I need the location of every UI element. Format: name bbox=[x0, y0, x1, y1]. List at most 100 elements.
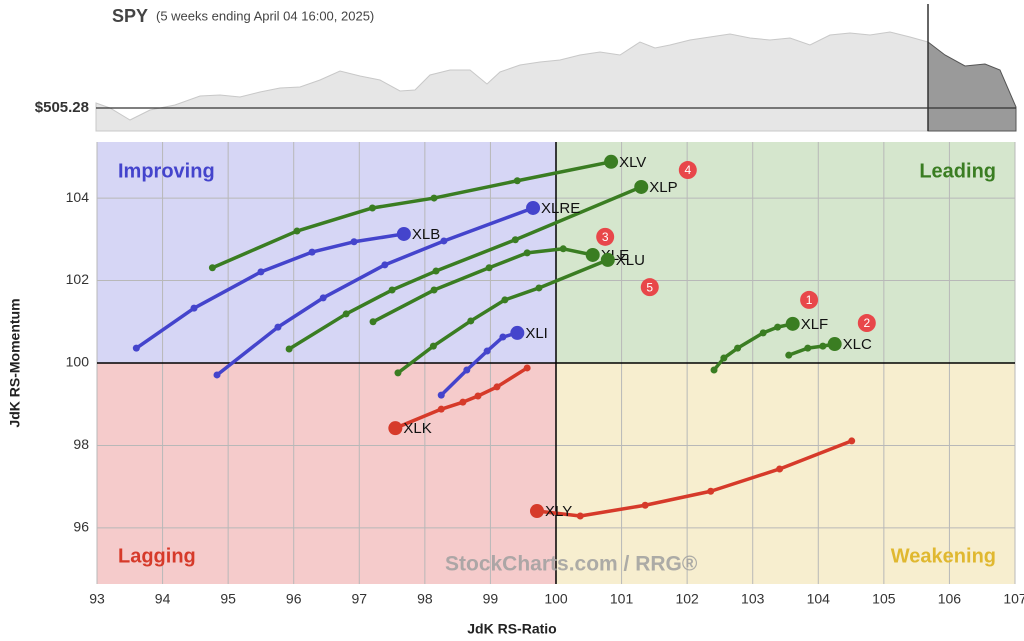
tail-line bbox=[215, 206, 535, 377]
tail-point bbox=[501, 296, 509, 304]
x-tick-label: 96 bbox=[286, 591, 302, 607]
series-label: XLC bbox=[843, 336, 872, 353]
tail-point bbox=[319, 294, 327, 302]
annotation-label: 5 bbox=[646, 280, 653, 294]
annotation-marker bbox=[857, 314, 876, 333]
quadrant-label: Leading bbox=[919, 160, 996, 182]
tail-point bbox=[720, 354, 728, 362]
x-tick-label: 97 bbox=[351, 591, 367, 607]
tail-point bbox=[308, 248, 316, 256]
tail-line bbox=[396, 258, 610, 375]
tail-point bbox=[707, 487, 715, 495]
y-tick-label: 96 bbox=[73, 519, 89, 535]
series-label: XLP bbox=[649, 179, 677, 196]
tail-point bbox=[213, 371, 221, 379]
tail-point bbox=[430, 286, 438, 294]
tail-point bbox=[523, 249, 531, 257]
x-tick-label: 105 bbox=[872, 591, 896, 607]
tail-point bbox=[429, 342, 437, 350]
tail-head bbox=[604, 154, 619, 169]
x-tick-label: 93 bbox=[89, 591, 105, 607]
price-area-recent bbox=[927, 40, 1017, 132]
tail-point bbox=[257, 268, 265, 276]
quadrant bbox=[556, 363, 1015, 584]
tail-point bbox=[368, 204, 376, 212]
annotation-label: 1 bbox=[806, 293, 813, 307]
price-panel: SPY (5 weeks ending April 04 16:00, 2025… bbox=[35, 4, 1017, 132]
tail-point bbox=[274, 323, 282, 331]
x-tick-label: 102 bbox=[675, 591, 699, 607]
x-tick-label: 101 bbox=[610, 591, 634, 607]
annotation-marker bbox=[678, 161, 697, 180]
quadrant-label: Weakening bbox=[891, 545, 996, 567]
tail-point bbox=[388, 286, 396, 294]
tail-point bbox=[293, 227, 301, 235]
series-label: XLI bbox=[525, 325, 548, 342]
price-label: $505.28 bbox=[35, 99, 89, 116]
tail-point bbox=[463, 366, 471, 374]
tail-point bbox=[576, 512, 584, 520]
tail-point bbox=[285, 345, 293, 353]
quadrant-label: Improving bbox=[118, 160, 215, 182]
series-label: XLV bbox=[619, 154, 646, 171]
x-tick-label: 104 bbox=[807, 591, 831, 607]
x-tick-label: 100 bbox=[544, 591, 568, 607]
tail-point bbox=[483, 347, 491, 355]
x-tick-label: 107 bbox=[1003, 591, 1024, 607]
tail-point bbox=[710, 366, 718, 374]
annotation-label: 2 bbox=[863, 316, 870, 330]
tail-point bbox=[785, 351, 793, 359]
tail-head bbox=[634, 179, 649, 194]
tail-head bbox=[529, 504, 544, 519]
series-label: XLK bbox=[403, 420, 431, 437]
x-tick-label: 106 bbox=[938, 591, 962, 607]
tail-point bbox=[523, 364, 531, 372]
tail-line bbox=[210, 160, 613, 270]
tail-point bbox=[819, 342, 827, 350]
tail-point bbox=[734, 344, 742, 352]
tail-point bbox=[511, 236, 519, 244]
tail-head bbox=[785, 316, 800, 331]
x-tick-label: 98 bbox=[417, 591, 433, 607]
subtitle: (5 weeks ending April 04 16:00, 2025) bbox=[156, 8, 374, 23]
tail-line bbox=[371, 247, 595, 324]
y-tick-label: 98 bbox=[73, 436, 89, 452]
tail-head bbox=[600, 252, 615, 267]
tail-point bbox=[804, 344, 812, 352]
x-tick-label: 94 bbox=[155, 591, 171, 607]
tail-point bbox=[432, 267, 440, 275]
quadrant bbox=[97, 363, 556, 584]
tail-point bbox=[132, 344, 140, 352]
annotation-marker bbox=[640, 278, 659, 297]
series-label: XLY bbox=[545, 503, 572, 520]
tail-point bbox=[369, 318, 377, 326]
tail-head bbox=[396, 226, 411, 241]
y-tick-label: 100 bbox=[66, 354, 90, 370]
tail-head bbox=[827, 337, 842, 352]
annotation-label: 3 bbox=[602, 230, 609, 244]
tail-point bbox=[493, 383, 501, 391]
symbol: SPY bbox=[112, 6, 148, 26]
tail-point bbox=[342, 310, 350, 318]
tail-point bbox=[474, 392, 482, 400]
rrg-plot: 93 94 95 96 97 98 99 100 101 102 103 104 105 106 107 96… bbox=[66, 142, 1024, 607]
tail-point bbox=[467, 317, 475, 325]
tail-point bbox=[208, 264, 216, 272]
x-tick-label: 103 bbox=[741, 591, 765, 607]
tail-head bbox=[585, 247, 600, 262]
annotation-label: 4 bbox=[684, 163, 691, 177]
tail-point bbox=[394, 369, 402, 377]
annotation-marker bbox=[596, 227, 615, 246]
series-label: XLU bbox=[616, 252, 645, 269]
tail-point bbox=[485, 264, 493, 272]
y-tick-label: 104 bbox=[66, 189, 90, 205]
tail-point bbox=[350, 238, 358, 246]
annotation-marker bbox=[800, 290, 819, 309]
price-area bbox=[95, 31, 929, 132]
tail-point bbox=[776, 465, 784, 473]
tail-point bbox=[430, 194, 438, 202]
tail-point bbox=[774, 323, 782, 331]
tail-point bbox=[848, 437, 856, 445]
